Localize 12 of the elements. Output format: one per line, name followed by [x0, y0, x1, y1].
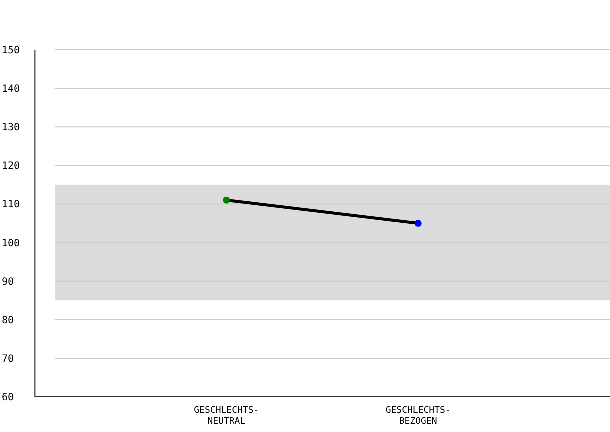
y-tick-label: 150: [2, 46, 20, 56]
y-tick-label: 90: [2, 276, 14, 288]
x-tick-label: GESCHLECHTS- NEUTRAL: [194, 406, 260, 427]
y-tick-label: 140: [2, 84, 20, 96]
y-tick-label: 100: [2, 238, 20, 250]
x-tick-label: GESCHLECHTS- BEZOGEN: [386, 406, 451, 427]
y-tick-label: 130: [2, 122, 20, 134]
y-tick-label: 60: [2, 392, 14, 404]
y-tick-label: 70: [2, 354, 14, 365]
y-tick-label: 110: [2, 200, 20, 211]
y-tick-label: 120: [2, 161, 20, 172]
y-tick-label: 80: [2, 315, 14, 326]
